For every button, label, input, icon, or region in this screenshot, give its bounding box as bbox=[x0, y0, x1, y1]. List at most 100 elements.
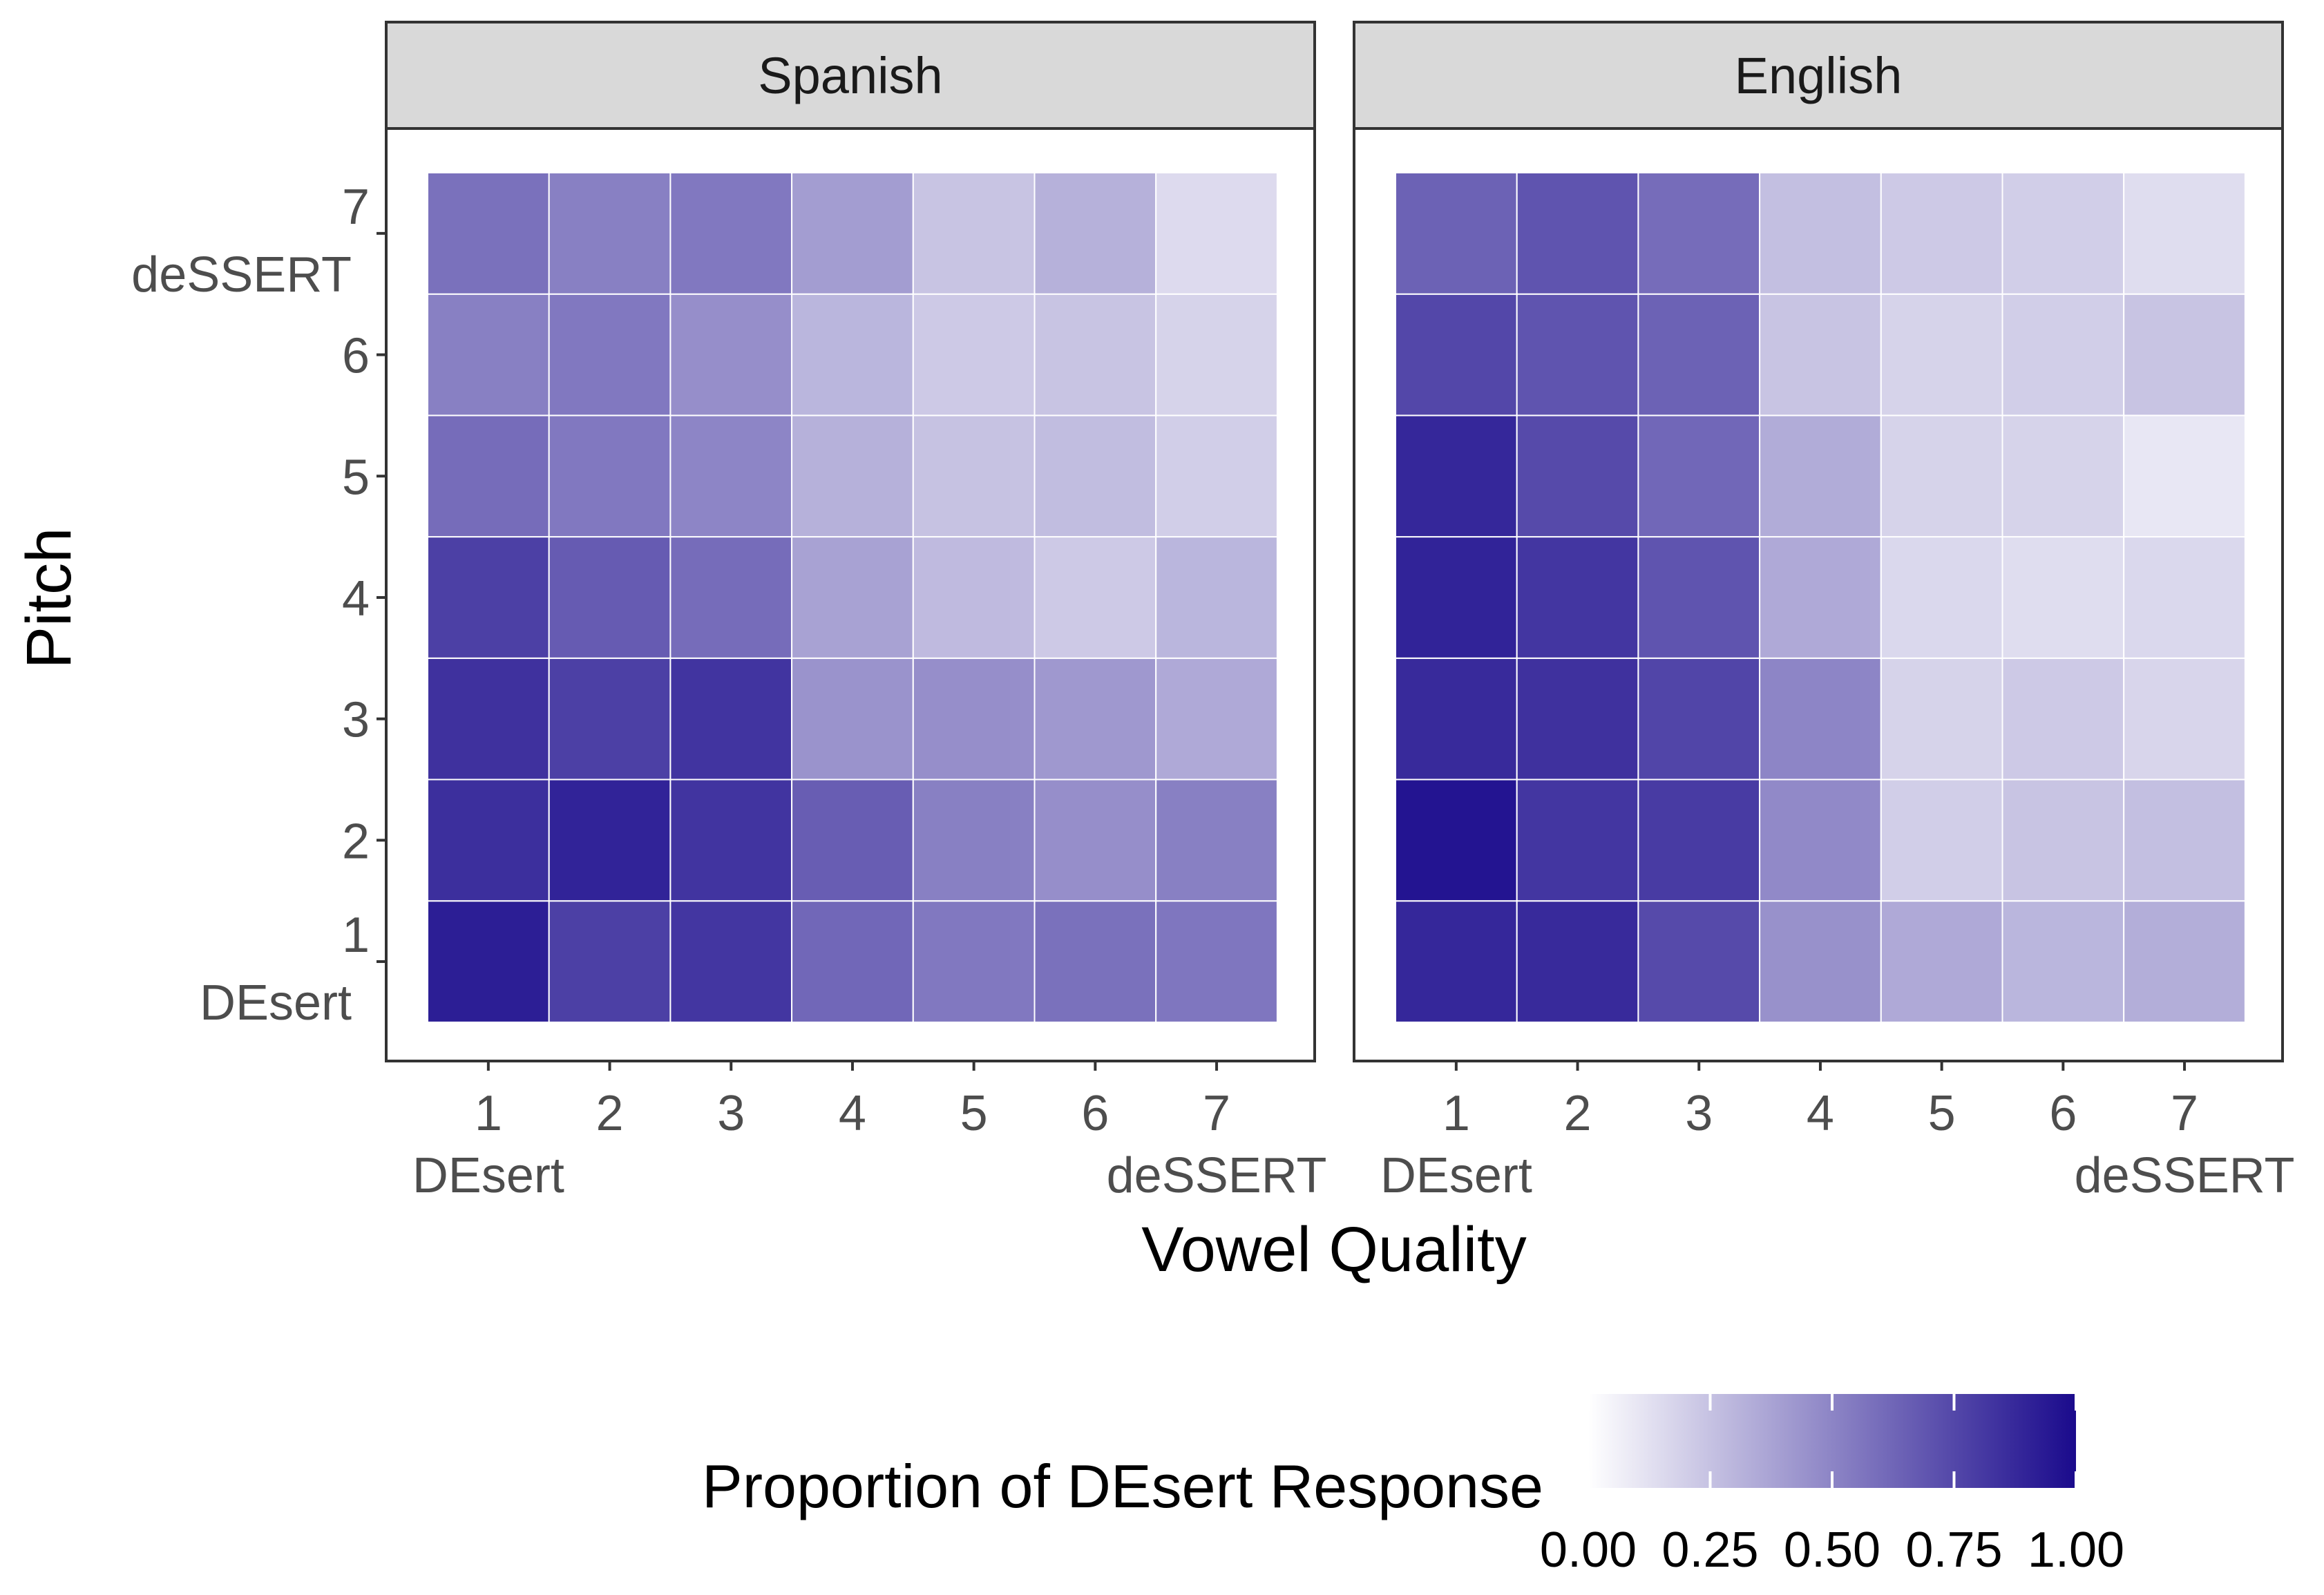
heatmap-cell bbox=[791, 900, 914, 1023]
heatmap-cell bbox=[1880, 779, 2003, 902]
heatmap-cell bbox=[1880, 657, 2003, 781]
legend-tick-label: 0.50 bbox=[1784, 1522, 1880, 1578]
heatmap-cell bbox=[912, 900, 1036, 1023]
x-tick-label: 4 bbox=[1807, 1086, 1834, 1141]
heatmap-cell bbox=[1759, 293, 1882, 417]
heatmap-cell bbox=[912, 779, 1036, 902]
facet-strip-label: English bbox=[1735, 47, 1903, 104]
heatmap-cell bbox=[912, 293, 1036, 417]
y-tick-endpoint-label: deSSERT bbox=[131, 247, 352, 303]
facet-panels: Spanish 1 DEsert 2 3 4 5 6 7 deSSERT 1 DEsert 2 3 4 5 6 7… bbox=[131, 21, 2295, 1203]
heatmap-cell bbox=[1637, 779, 1761, 902]
y-tick-label: 3 bbox=[342, 693, 370, 748]
y-tick-label: 2 bbox=[342, 814, 370, 869]
heatmap-cell bbox=[2123, 779, 2246, 902]
legend-tick-label: 0.00 bbox=[1540, 1522, 1637, 1578]
x-tick-endpoint-label: DEsert bbox=[1380, 1148, 1532, 1203]
legend-title: Proportion of DEsert Response bbox=[702, 1452, 1543, 1520]
heatmap-cell bbox=[912, 172, 1036, 295]
x-tick-label: 3 bbox=[717, 1086, 745, 1141]
heatmap-cell bbox=[1516, 536, 1639, 659]
heatmap-cell bbox=[1155, 536, 1278, 659]
heatmap-cell bbox=[1516, 293, 1639, 417]
x-tick-label: 7 bbox=[2171, 1086, 2198, 1141]
heatmap-cell bbox=[2001, 779, 2125, 902]
heatmap-cell bbox=[427, 657, 550, 781]
heatmap-cell bbox=[1034, 172, 1157, 295]
heatmap-cell bbox=[1759, 414, 1882, 538]
heatmap-cell bbox=[912, 536, 1036, 659]
heatmap-cell bbox=[1637, 657, 1761, 781]
heatmap-cell bbox=[1637, 414, 1761, 538]
heatmap-cell bbox=[1395, 657, 1518, 781]
heatmap-cell bbox=[427, 536, 550, 659]
facet-panel-spanish: Spanish 1 DEsert 2 3 4 5 6 7 deSSERT 1 DEsert 2 3 4 5 6 7… bbox=[131, 21, 1326, 1203]
heatmap-cell bbox=[1155, 657, 1278, 781]
heatmap-cell bbox=[669, 657, 793, 781]
heatmap-cell bbox=[1034, 779, 1157, 902]
heatmap-cell bbox=[1034, 657, 1157, 781]
heatmap-cell bbox=[2123, 900, 2246, 1023]
facet-strip bbox=[1353, 21, 2284, 130]
heatmap-cell bbox=[427, 172, 550, 295]
heatmap-cell bbox=[791, 414, 914, 538]
heatmap-cell bbox=[669, 779, 793, 902]
legend-tick-label: 0.25 bbox=[1661, 1522, 1758, 1578]
heatmap-cell bbox=[1516, 779, 1639, 902]
heatmap-cell bbox=[669, 536, 793, 659]
facet-strip bbox=[385, 21, 1316, 130]
x-tick-label: 5 bbox=[960, 1086, 988, 1141]
heatmap-cell bbox=[669, 172, 793, 295]
heatmap-cell bbox=[791, 172, 914, 295]
heatmap-cell bbox=[548, 414, 672, 538]
x-tick-label: 1 bbox=[1442, 1086, 1470, 1141]
heatmap-cell bbox=[1880, 414, 2003, 538]
heatmap-cell bbox=[1155, 414, 1278, 538]
x-tick-label: 2 bbox=[596, 1086, 624, 1141]
y-tick-label: 4 bbox=[342, 571, 370, 627]
x-tick-endpoint-label: deSSERT bbox=[2075, 1148, 2295, 1203]
heatmap-cell bbox=[1880, 536, 2003, 659]
heatmap-cell bbox=[912, 657, 1036, 781]
heatmap-cell bbox=[548, 779, 672, 902]
heatmap-cell bbox=[427, 293, 550, 417]
heatmap-cell bbox=[791, 536, 914, 659]
heatmap-cell bbox=[1637, 900, 1761, 1023]
x-tick-endpoint-label: DEsert bbox=[412, 1148, 564, 1203]
heatmap-cell bbox=[1155, 900, 1278, 1023]
heatmap-cell bbox=[1880, 172, 2003, 295]
heatmap-cell bbox=[1155, 779, 1278, 902]
legend-tick-label: 0.75 bbox=[1905, 1522, 2002, 1578]
heatmap-cell bbox=[2001, 536, 2125, 659]
heatmap-cell bbox=[1395, 172, 1518, 295]
heatmap-cell bbox=[427, 900, 550, 1023]
heatmap-cell bbox=[1516, 657, 1639, 781]
heatmap-cell bbox=[2123, 293, 2246, 417]
y-tick-label: 7 bbox=[342, 180, 370, 235]
heatmap-cell bbox=[1637, 536, 1761, 659]
facet-panel-english: English 1 DEsert 2 3 4 5 6 7 deSSERT bbox=[1353, 21, 2295, 1203]
heatmap-cell bbox=[2123, 414, 2246, 538]
heatmap-cell bbox=[912, 414, 1036, 538]
heatmap-cell bbox=[548, 172, 672, 295]
heatmap-cell bbox=[2123, 657, 2246, 781]
y-tick-endpoint-label: DEsert bbox=[200, 975, 352, 1031]
heatmap-cell bbox=[1395, 900, 1518, 1023]
x-tick-label: 4 bbox=[839, 1086, 866, 1141]
heatmap-cell bbox=[1516, 414, 1639, 538]
panel-border bbox=[385, 127, 1316, 1062]
heatmap-cell bbox=[1034, 414, 1157, 538]
heatmap-cell bbox=[1637, 172, 1761, 295]
heatmap-cell bbox=[1516, 900, 1639, 1023]
heatmap-cell bbox=[1759, 536, 1882, 659]
heatmap-cell bbox=[548, 900, 672, 1023]
y-axis-title: Pitch bbox=[14, 528, 84, 669]
heatmap-cell bbox=[1516, 172, 1639, 295]
legend-tick-label: 1.00 bbox=[2028, 1522, 2124, 1578]
heatmap-cell bbox=[791, 779, 914, 902]
heatmap-cell bbox=[669, 293, 793, 417]
y-tick-label: 5 bbox=[342, 450, 370, 505]
heatmap-cell bbox=[791, 657, 914, 781]
x-tick-label: 7 bbox=[1203, 1086, 1230, 1141]
heatmap-cell bbox=[548, 657, 672, 781]
